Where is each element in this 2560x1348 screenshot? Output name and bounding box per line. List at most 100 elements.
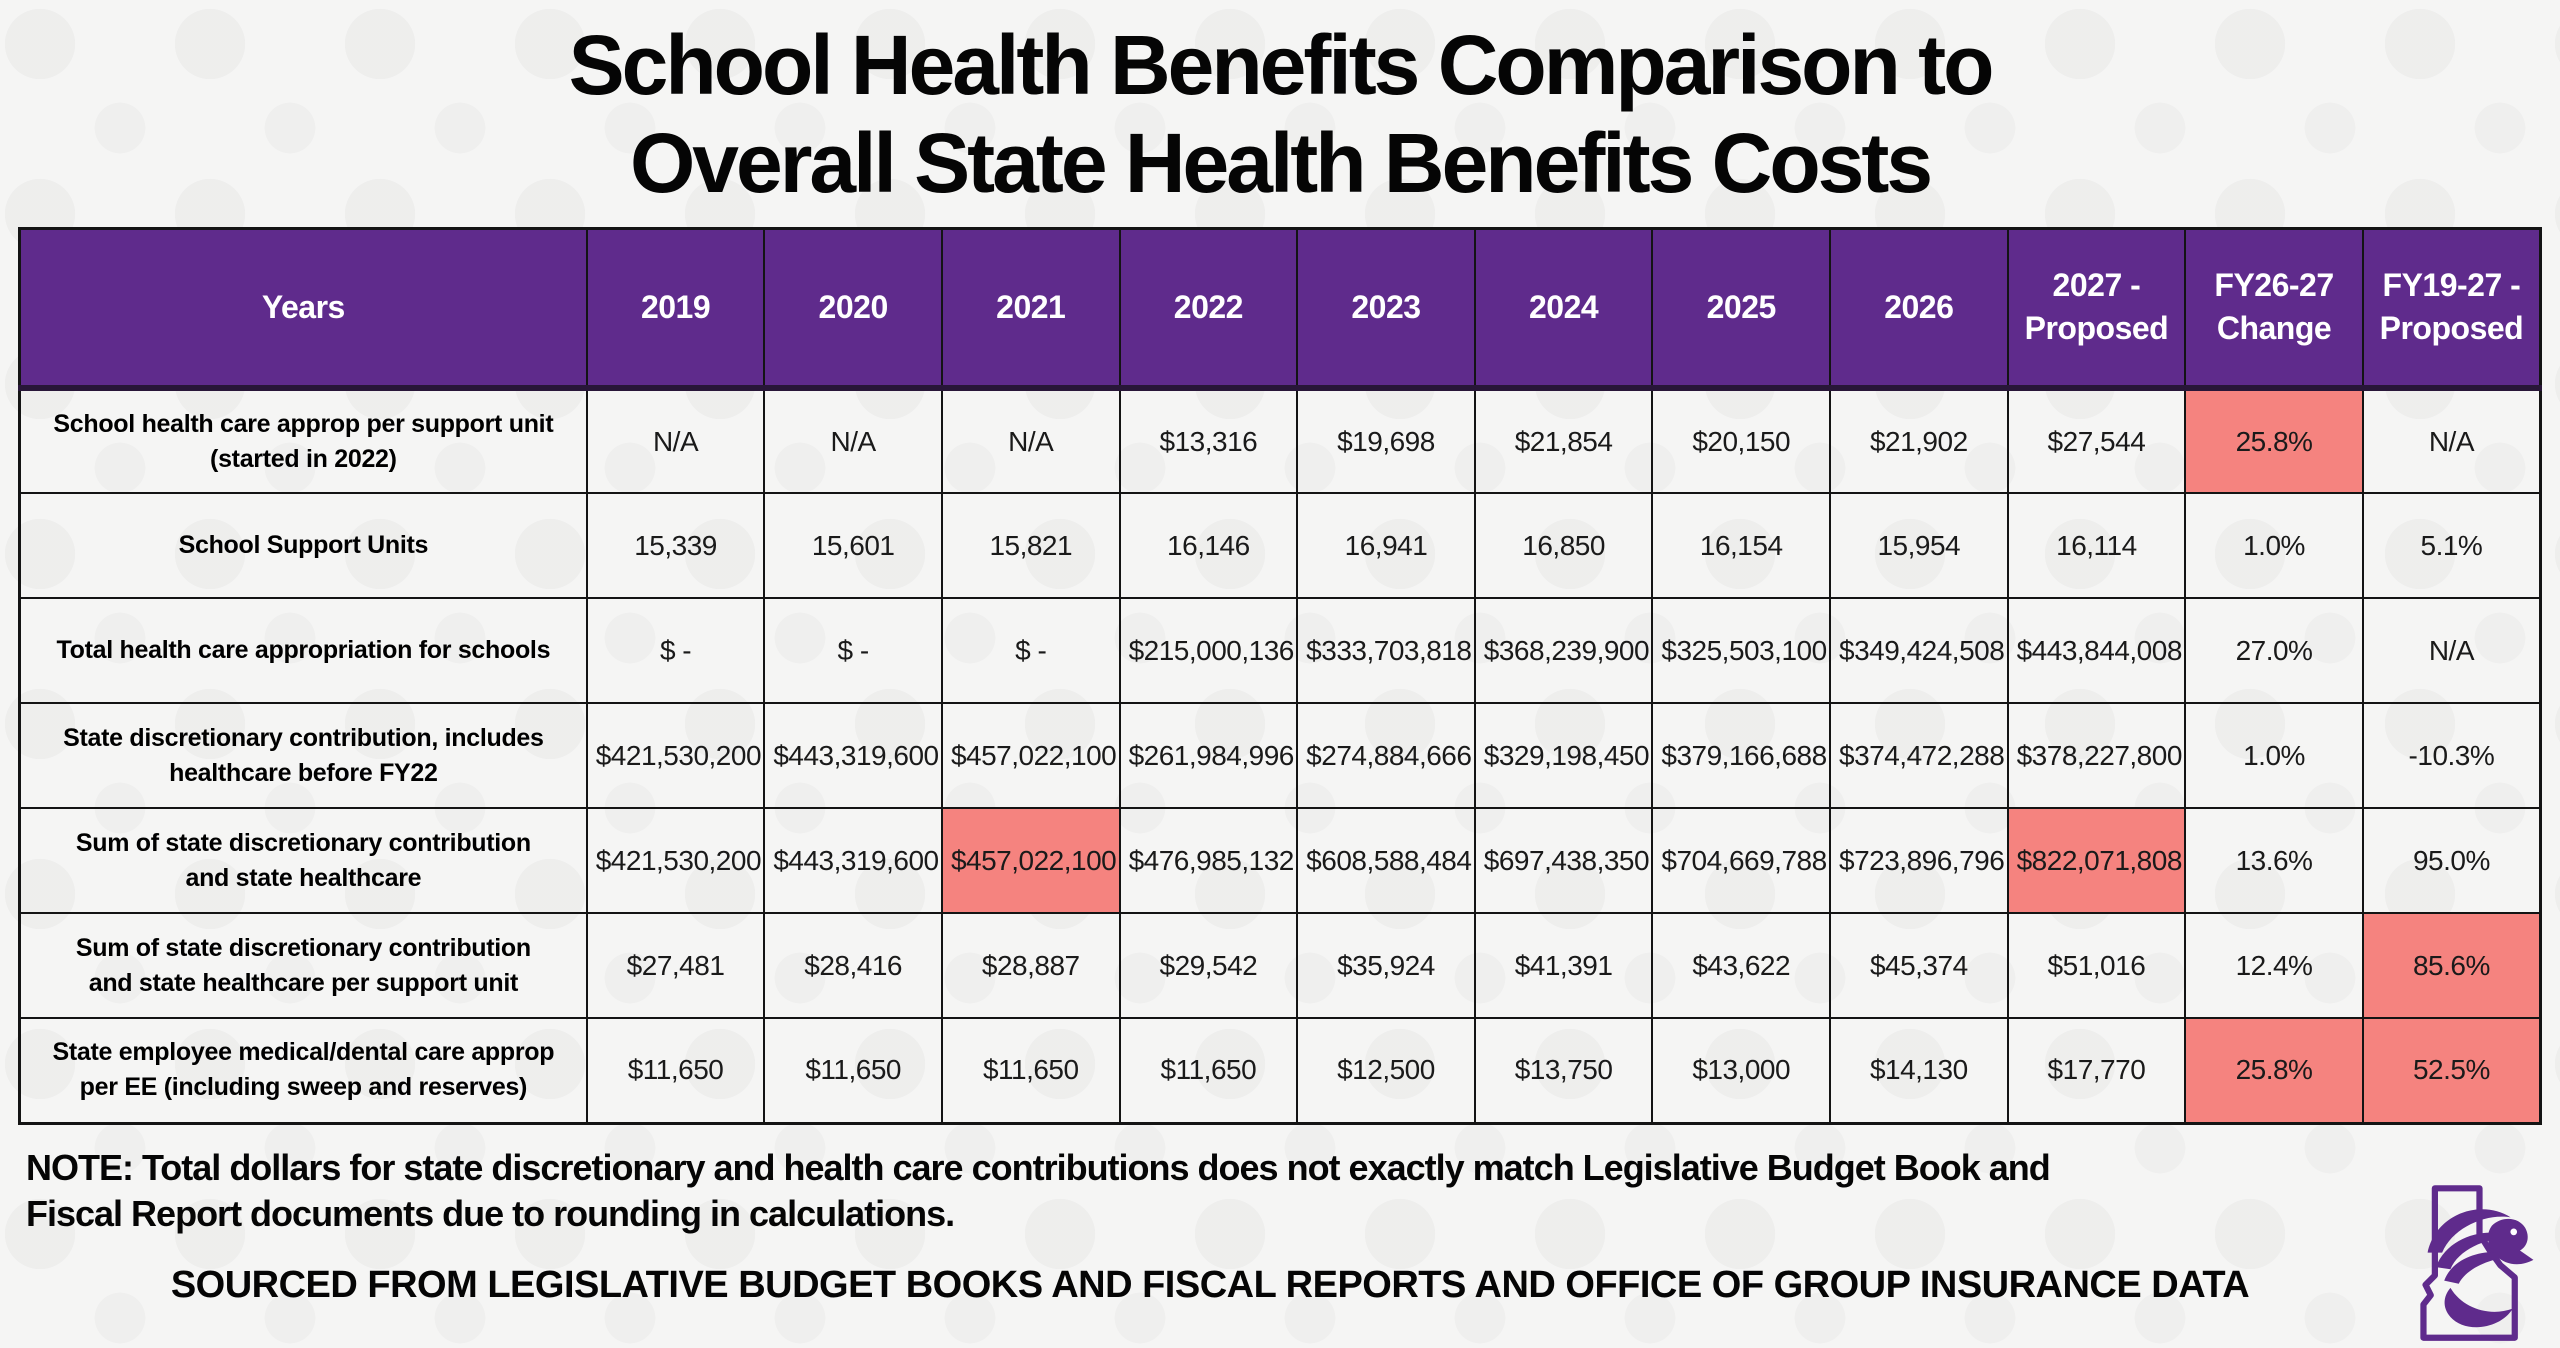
- table-cell: 15,339: [585, 492, 766, 600]
- table-cell: $21,854: [1473, 387, 1654, 495]
- table-row: State discretionary contribution, includ…: [18, 702, 2542, 810]
- table-cell: 1.0%: [2184, 492, 2364, 600]
- table-cell: $443,319,600: [763, 807, 943, 915]
- column-header: 2020: [763, 227, 943, 392]
- column-header: 2026: [1829, 227, 2009, 392]
- table-cell: $325,503,100: [1651, 597, 1831, 705]
- table-cell: $704,669,788: [1651, 807, 1831, 915]
- table-cell: $51,016: [2006, 912, 2187, 1020]
- table-cell: $374,472,288: [1829, 702, 2009, 810]
- table-cell: $723,896,796: [1829, 807, 2009, 915]
- column-header: Years: [18, 227, 588, 392]
- table-cell: 27.0%: [2184, 597, 2364, 705]
- column-header: 2019: [585, 227, 766, 392]
- table-cell: $697,438,350: [1473, 807, 1654, 915]
- benefits-comparison-table: Years 2019 2020 2021 2022 2023 2024 2025 2026 202…: [18, 226, 2542, 1125]
- table-cell: $476,985,132: [1118, 807, 1299, 915]
- table-row: Sum of state discretionary contribution …: [18, 807, 2542, 915]
- table-cell: $11,650: [585, 1017, 766, 1125]
- row-label: Total health care appropriation for scho…: [18, 597, 588, 705]
- page-title-line2: Overall State Health Benefits Costs: [629, 116, 1933, 211]
- footnote-line1: NOTE: Total dollars for state discretion…: [26, 1146, 2051, 1188]
- table-cell: $ -: [940, 597, 1121, 705]
- table-row: Total health care appropriation for scho…: [18, 597, 2542, 705]
- table-cell: $17,770: [2006, 1017, 2187, 1125]
- table-cell: 15,821: [940, 492, 1121, 600]
- table-cell: $43,622: [1651, 912, 1831, 1020]
- footnote-line2: Fiscal Report documents due to rounding …: [26, 1193, 955, 1235]
- idaho-eagle-logo: [2420, 1185, 2534, 1341]
- table-cell: 1.0%: [2184, 702, 2364, 810]
- table-cell: 16,941: [1296, 492, 1476, 600]
- row-label: State discretionary contribution, includ…: [18, 702, 588, 810]
- table-cell: $ -: [763, 597, 943, 705]
- table-cell: $378,227,800: [2006, 702, 2187, 810]
- table-cell: $11,650: [940, 1017, 1121, 1125]
- table-cell: $45,374: [1829, 912, 2009, 1020]
- table-row: School health care approp per support un…: [18, 387, 2542, 495]
- table-cell: $27,544: [2006, 387, 2187, 495]
- table-cell: $329,198,450: [1473, 702, 1654, 810]
- page-title: School Health Benefits Comparison to Ove…: [0, 0, 2560, 213]
- table-header: Years 2019 2020 2021 2022 2023 2024 2025 2026 202…: [18, 227, 2542, 392]
- table-cell: 15,601: [763, 492, 943, 600]
- table-cell: $379,166,688: [1651, 702, 1831, 810]
- table-cell: N/A: [585, 387, 766, 495]
- column-header: 2023: [1296, 227, 1476, 392]
- table-cell: $27,481: [585, 912, 766, 1020]
- row-label: State employee medical/dental care appro…: [18, 1017, 588, 1125]
- table-cell: 85.6%: [2361, 912, 2542, 1020]
- table-cell: 5.1%: [2361, 492, 2542, 600]
- table-cell: 16,114: [2006, 492, 2187, 600]
- table-cell: $28,416: [763, 912, 943, 1020]
- table-cell: $457,022,100: [940, 702, 1121, 810]
- table-cell: $ -: [585, 597, 766, 705]
- table-cell: -10.3%: [2361, 702, 2542, 810]
- table-cell: 12.4%: [2184, 912, 2364, 1020]
- table-cell: $11,650: [763, 1017, 943, 1125]
- table-cell: $21,902: [1829, 387, 2009, 495]
- row-label: School Support Units: [18, 492, 588, 600]
- table-cell: 15,954: [1829, 492, 2009, 600]
- footnote: NOTE: Total dollars for state discretion…: [26, 1145, 2560, 1239]
- column-header: FY19-27 - Proposed: [2361, 227, 2542, 392]
- table-row: State employee medical/dental care appro…: [18, 1017, 2542, 1125]
- row-label: Sum of state discretionary contribution …: [18, 912, 588, 1020]
- table-cell: 16,154: [1651, 492, 1831, 600]
- table-cell: $20,150: [1651, 387, 1831, 495]
- table-cell: 13.6%: [2184, 807, 2364, 915]
- table-cell: $349,424,508: [1829, 597, 2009, 705]
- table-cell: 25.8%: [2184, 1017, 2364, 1125]
- table-cell: N/A: [940, 387, 1121, 495]
- table-row: Sum of state discretionary contribution …: [18, 912, 2542, 1020]
- table-cell: N/A: [763, 387, 943, 495]
- table-cell: $608,588,484: [1296, 807, 1476, 915]
- row-label: Sum of state discretionary contribution …: [18, 807, 588, 915]
- table-cell: $333,703,818: [1296, 597, 1476, 705]
- column-header: 2022: [1118, 227, 1299, 392]
- table-cell: $368,239,900: [1473, 597, 1654, 705]
- table-cell: 95.0%: [2361, 807, 2542, 915]
- table-cell: $13,750: [1473, 1017, 1654, 1125]
- table-cell: N/A: [2361, 597, 2542, 705]
- table-cell: $13,000: [1651, 1017, 1831, 1125]
- column-header: 2021: [940, 227, 1121, 392]
- table-cell: $41,391: [1473, 912, 1654, 1020]
- column-header: FY26-27 Change: [2184, 227, 2364, 392]
- table-body: School health care approp per support un…: [18, 387, 2542, 1125]
- table-cell: $822,071,808: [2006, 807, 2187, 915]
- table-cell: N/A: [2361, 387, 2542, 495]
- column-header: 2027 - Proposed: [2006, 227, 2187, 392]
- table-header-row: Years 2019 2020 2021 2022 2023 2024 2025 2026 202…: [18, 227, 2542, 392]
- table-cell: 25.8%: [2184, 387, 2364, 495]
- row-label: School health care approp per support un…: [18, 387, 588, 495]
- table-cell: $29,542: [1118, 912, 1299, 1020]
- page-title-line1: School Health Benefits Comparison to: [568, 18, 1995, 112]
- table-row: School Support Units 15,339 15,601 15,821 16…: [18, 492, 2542, 600]
- table-cell: 52.5%: [2361, 1017, 2542, 1125]
- table-cell: $261,984,996: [1118, 702, 1299, 810]
- table-cell: $421,530,200: [585, 702, 766, 810]
- table-cell: $14,130: [1829, 1017, 2009, 1125]
- table-cell: $457,022,100: [940, 807, 1121, 915]
- table-cell: $443,319,600: [763, 702, 943, 810]
